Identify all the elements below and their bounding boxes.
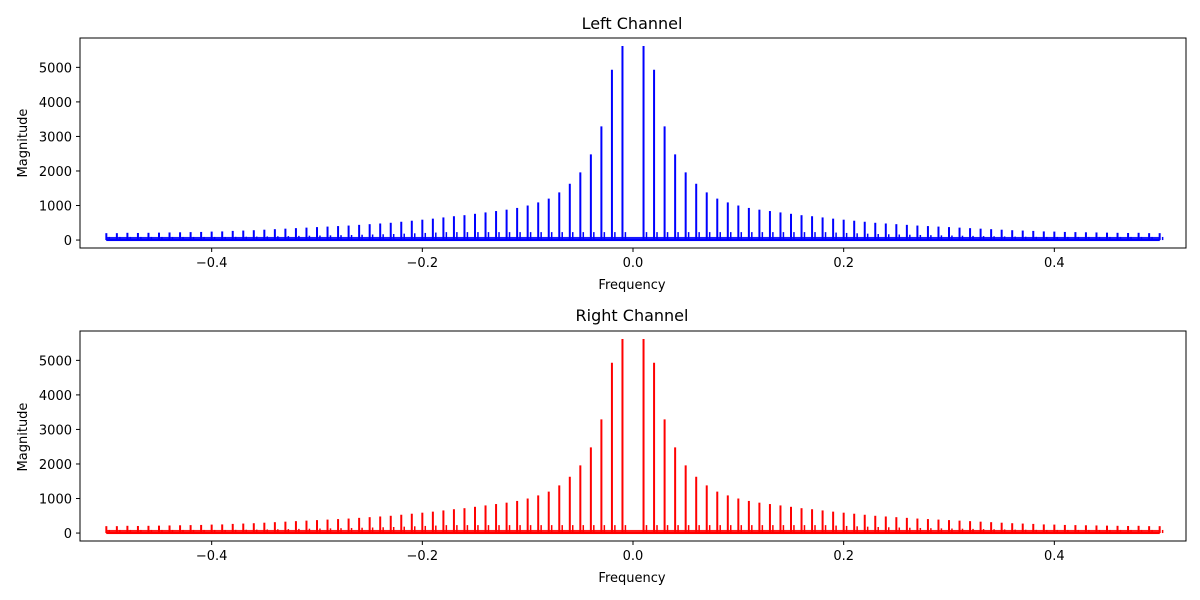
y-tick-label: 0	[64, 527, 72, 542]
y-tick-label: 5000	[39, 61, 72, 76]
x-tick-label: 0.0	[623, 549, 644, 564]
x-axis-label: Frequency	[598, 571, 665, 586]
noise-floor	[106, 236, 1160, 242]
x-tick-label: −0.4	[196, 256, 228, 271]
x-tick-label: 0.4	[1044, 549, 1065, 564]
chart-title: Left Channel	[582, 14, 683, 33]
y-axis-label: Magnitude	[16, 109, 31, 178]
y-axis-ticks: 0 1000 2000 3000 4000 5000	[39, 61, 80, 249]
x-axis-ticks: −0.4 −0.2 0.0 0.2 0.4	[196, 541, 1065, 564]
y-axis-ticks: 0 1000 2000 3000 4000 5000	[39, 354, 80, 542]
x-tick-label: 0.2	[833, 549, 854, 564]
x-tick-label: 0.4	[1044, 256, 1065, 271]
spectrum-series	[105, 338, 1164, 535]
y-tick-label: 1000	[39, 493, 72, 508]
y-tick-label: 2000	[39, 458, 72, 473]
chart-title: Right Channel	[576, 306, 689, 325]
y-tick-label: 1000	[39, 200, 72, 215]
x-axis-label: Frequency	[598, 278, 665, 293]
right-channel-panel: Right Channel Frequency Magnitude −0.4 −0…	[16, 306, 1187, 586]
y-tick-label: 3000	[39, 130, 72, 145]
y-axis-label: Magnitude	[16, 403, 31, 472]
y-tick-label: 4000	[39, 96, 72, 111]
y-tick-label: 5000	[39, 354, 72, 369]
y-tick-label: 3000	[39, 423, 72, 438]
noise-floor	[106, 529, 1160, 535]
x-tick-label: 0.0	[623, 256, 644, 271]
y-tick-label: 2000	[39, 165, 72, 180]
y-tick-label: 0	[64, 234, 72, 249]
x-axis-ticks: −0.4 −0.2 0.0 0.2 0.4	[196, 248, 1065, 271]
x-tick-label: −0.4	[196, 549, 228, 564]
left-channel-panel: Left Channel Frequency Magnitude −0.4 −0.…	[16, 14, 1187, 293]
x-tick-label: 0.2	[833, 256, 854, 271]
x-tick-label: −0.2	[407, 549, 439, 564]
x-tick-label: −0.2	[407, 256, 439, 271]
y-tick-label: 4000	[39, 389, 72, 404]
spectrum-series	[105, 45, 1164, 242]
